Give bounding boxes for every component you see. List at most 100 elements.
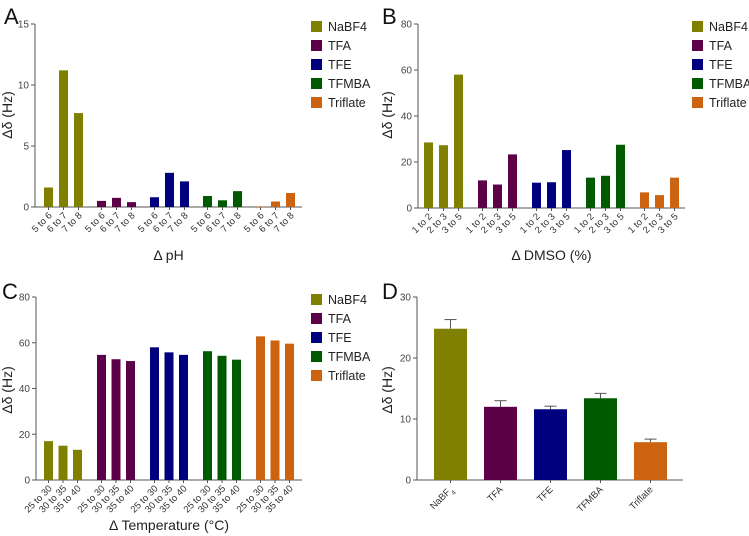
legend-swatch-triflate <box>311 97 322 108</box>
legend-label-tfa: TFA <box>709 39 733 53</box>
x-axis-label: Δ Temperature (°C) <box>109 517 229 533</box>
bar-nabf4-3 <box>73 449 82 480</box>
legend-label-tfe: TFE <box>328 331 352 345</box>
bar-triflate-1 <box>640 192 649 208</box>
y-tick-label: 0 <box>24 476 30 487</box>
legend-swatch-tfe <box>311 59 322 70</box>
y-tick-label: 10 <box>400 415 412 426</box>
y-tick-label: 30 <box>400 293 412 304</box>
y-tick-label: 10 <box>18 81 30 92</box>
legend-swatch-tfe <box>311 332 322 343</box>
bar-tfmba-3 <box>616 144 625 208</box>
bar-nabf4-3 <box>74 113 83 207</box>
legend-swatch-tfe <box>692 59 703 70</box>
bar-tfa <box>484 406 517 480</box>
bar-tfa-1 <box>97 354 106 480</box>
bar-tfmba-1 <box>203 196 212 207</box>
y-tick-label: 80 <box>19 293 31 304</box>
bar-triflate-1 <box>256 206 265 207</box>
panel-label: B <box>382 4 397 29</box>
bar-triflate-3 <box>286 192 295 207</box>
bar-triflate-2 <box>655 195 664 208</box>
bar-triflate-3 <box>285 343 294 480</box>
bar-tfmba-3 <box>232 359 241 480</box>
bar-tfe-3 <box>180 181 189 207</box>
bar-nabf4-3 <box>454 74 463 208</box>
bar-tfmba-1 <box>203 351 212 480</box>
bar-tfa-1 <box>97 200 106 207</box>
y-tick-label: 15 <box>18 20 30 31</box>
y-tick-label: 40 <box>19 384 31 395</box>
bar-tfmba-3 <box>233 191 242 207</box>
legend-swatch-tfa <box>311 313 322 324</box>
bar-triflate-2 <box>270 340 280 480</box>
bar-tfa-2 <box>493 184 502 208</box>
bar-triflate-1 <box>256 336 265 480</box>
y-axis-label: Δδ (Hz) <box>0 91 15 138</box>
legend-label-tfa: TFA <box>328 39 352 53</box>
legend-swatch-nabf4 <box>311 21 322 32</box>
legend-label-nabf4: NaBF4 <box>328 293 367 307</box>
bar-tfe-2 <box>164 352 174 480</box>
bar-tfa-3 <box>126 361 135 480</box>
bar-tfe <box>534 409 567 480</box>
bar-tfe-1 <box>532 182 541 208</box>
bar-triflate-2 <box>271 201 280 207</box>
x-tick-label: NaBF4 <box>428 484 458 514</box>
y-axis-label: Δδ (Hz) <box>0 366 15 413</box>
legend-label-triflate: Triflate <box>709 96 747 110</box>
bar-tfmba-2 <box>601 175 610 208</box>
legend-label-tfe: TFE <box>328 58 352 72</box>
y-tick-label: 0 <box>23 203 29 214</box>
bar-tfa-3 <box>127 202 136 207</box>
panel-label: C <box>2 279 18 304</box>
legend-label-tfmba: TFMBA <box>328 350 371 364</box>
legend-label-triflate: Triflate <box>328 96 366 110</box>
bar-tfmba-1 <box>586 177 595 208</box>
legend-label-tfa: TFA <box>328 312 352 326</box>
x-tick-label: Triflate <box>628 484 656 512</box>
bar-nabf4-2 <box>58 445 68 480</box>
legend-swatch-tfmba <box>692 78 703 89</box>
legend-swatch-triflate <box>311 370 322 381</box>
bar-tfe-1 <box>150 347 159 480</box>
bar-tfe-1 <box>150 197 159 207</box>
bar-nabf4-1 <box>44 187 53 207</box>
bar-tfe-2 <box>165 172 174 207</box>
y-tick-label: 5 <box>23 142 29 153</box>
y-axis-label: Δδ (Hz) <box>379 91 395 138</box>
panel-label: A <box>4 4 19 29</box>
bar-tfe-2 <box>547 182 556 208</box>
bar-nabf4-2 <box>439 145 448 208</box>
bar-tfe-3 <box>179 354 188 480</box>
bar-nabf4-1 <box>424 142 433 208</box>
legend-swatch-triflate <box>692 97 703 108</box>
legend-label-triflate: Triflate <box>328 369 366 383</box>
legend-label-tfe: TFE <box>709 58 733 72</box>
y-tick-label: 20 <box>400 354 412 365</box>
bar-triflate-3 <box>670 177 679 208</box>
y-tick-label: 0 <box>406 204 412 215</box>
y-tick-label: 60 <box>19 338 31 349</box>
legend-swatch-nabf4 <box>692 21 703 32</box>
panel-label: D <box>382 279 398 304</box>
legend-label-nabf4: NaBF4 <box>328 20 367 34</box>
bar-nabf4-1 <box>44 441 53 480</box>
x-tick-label: TFMBA <box>575 484 606 515</box>
y-tick-label: 0 <box>405 476 411 487</box>
legend-label-tfmba: TFMBA <box>709 77 749 91</box>
bar-tfa-2 <box>112 197 121 207</box>
y-tick-label: 20 <box>401 158 413 169</box>
y-tick-label: 60 <box>401 66 413 77</box>
bar-tfmba-2 <box>217 355 227 480</box>
bar-nabf4 <box>434 328 467 480</box>
legend-label-tfmba: TFMBA <box>328 77 371 91</box>
legend-swatch-tfmba <box>311 78 322 89</box>
bar-tfa-1 <box>478 180 487 208</box>
bar-triflate <box>634 442 667 480</box>
x-axis-label: Δ DMSO (%) <box>511 247 591 263</box>
